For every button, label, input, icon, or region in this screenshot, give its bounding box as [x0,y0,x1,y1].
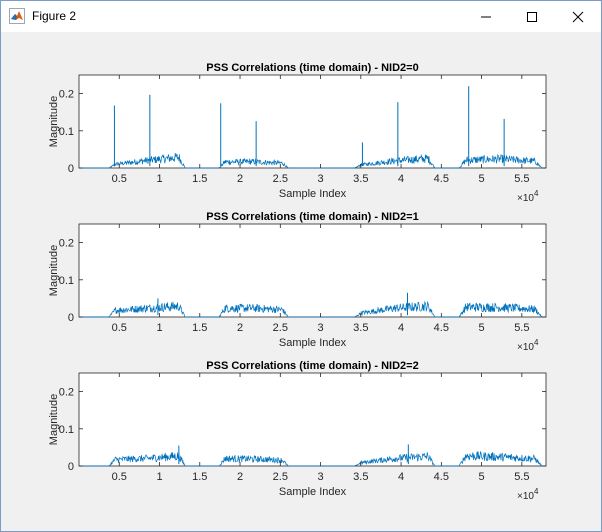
y-tick-label: 0 [68,461,74,473]
x-tick-label: 4 [398,173,404,185]
maximize-button[interactable] [509,1,555,32]
x-tick-label: 3 [317,322,323,334]
axes-nid2-1: PSS Correlations (time domain) - NID2=1 … [48,211,547,353]
axes-nid2-2: PSS Correlations (time domain) - NID2=2 … [48,360,547,502]
x-axis-label: Sample Index [279,337,347,349]
x-tick-label: 1.5 [192,322,207,334]
x-tick-label: 2.5 [273,173,288,185]
series-line [79,451,546,467]
y-axis-label: Magnitude [48,245,60,296]
y-tick-label: 0 [68,163,74,175]
x-tick-label: 5 [479,322,485,334]
x-axis-label: Sample Index [279,188,347,200]
y-axis-label: Magnitude [48,394,60,445]
x-tick-label: 4 [398,471,404,483]
x-tick-label: 4.5 [434,173,449,185]
x-tick-label: 3.5 [353,471,368,483]
x-tick-label: 2 [237,471,243,483]
x-tick-label: 3 [317,173,323,185]
x-tick-label: 2.5 [273,471,288,483]
axes-nid2-0: PSS Correlations (time domain) - NID2=0 … [48,62,547,204]
x-tick-label: 2 [237,173,243,185]
close-icon [572,11,584,23]
series-line [79,300,546,318]
close-button[interactable] [555,1,601,32]
x-tick-label: 0.5 [112,471,127,483]
plot-title: PSS Correlations (time domain) - NID2=1 [206,211,418,223]
minimize-button[interactable] [463,1,509,32]
x-tick-label: 3.5 [353,173,368,185]
y-tick-label: 0.1 [59,126,74,138]
plot-title: PSS Correlations (time domain) - NID2=2 [206,360,418,372]
x-tick-label: 5 [479,173,485,185]
x-tick-label: 5 [479,471,485,483]
x-tick-label: 3.5 [353,322,368,334]
y-tick-label: 0.1 [59,275,74,287]
x-tick-label: 1 [156,471,162,483]
y-tick-label: 0 [68,312,74,324]
x-tick-label: 2 [237,322,243,334]
x-tick-label: 1.5 [192,471,207,483]
y-axis-label: Magnitude [48,96,60,147]
x-tick-label: 0.5 [112,173,127,185]
x-tick-label: 3 [317,471,323,483]
figure-canvas: PSS Correlations (time domain) - NID2=0 … [1,32,601,531]
y-tick-label: 0.2 [59,238,74,250]
window-title: Figure 2 [32,9,77,23]
plot-area [78,372,547,467]
maximize-icon [527,12,537,22]
x-tick-label: 0.5 [112,322,127,334]
plot-title: PSS Correlations (time domain) - NID2=0 [206,62,418,74]
x-tick-label: 1.5 [192,173,207,185]
x-tick-label: 5.5 [514,471,529,483]
plot-area [78,223,547,318]
x-multiplier-label: ×104 [517,338,539,353]
x-tick-label: 4.5 [434,471,449,483]
y-tick-label: 0.1 [59,424,74,436]
y-tick-label: 0.2 [59,387,74,399]
x-tick-label: 1 [156,322,162,334]
x-axis-label: Sample Index [279,486,347,498]
x-multiplier-label: ×104 [517,487,539,502]
matlab-icon [9,8,25,24]
x-tick-label: 4 [398,322,404,334]
minimize-icon [481,16,491,18]
x-tick-label: 5.5 [514,322,529,334]
x-tick-label: 1 [156,173,162,185]
x-tick-label: 5.5 [514,173,529,185]
x-tick-label: 2.5 [273,322,288,334]
x-tick-label: 4.5 [434,322,449,334]
title-bar[interactable]: Figure 2 [1,1,601,32]
plot-area [78,74,547,169]
x-multiplier-label: ×104 [517,189,539,204]
y-tick-label: 0.2 [59,89,74,101]
